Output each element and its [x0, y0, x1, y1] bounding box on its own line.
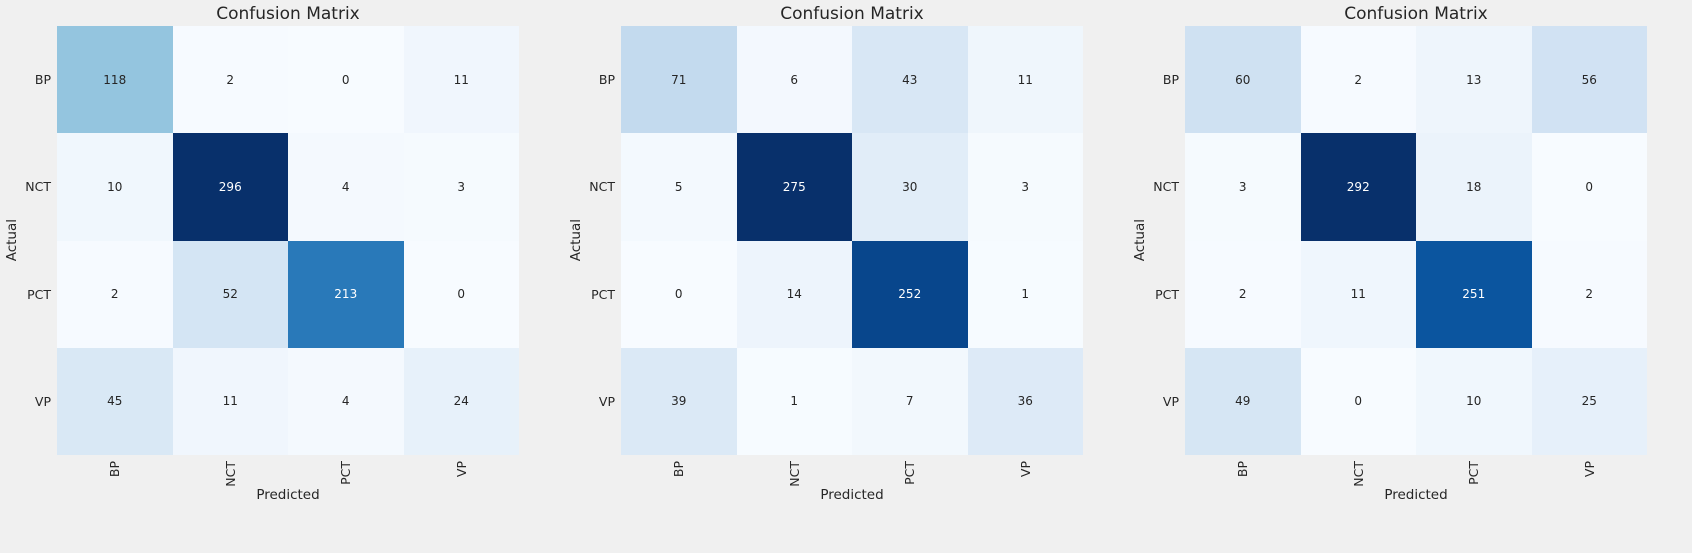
heatmap-cell: 0	[403, 240, 519, 348]
x-tick-label: PCT	[338, 461, 354, 485]
chart-title: Confusion Matrix	[216, 4, 360, 24]
x-tick-label: BP	[107, 461, 123, 478]
x-tick-label: PCT	[902, 461, 918, 485]
heatmap-cell: 25	[1531, 347, 1647, 455]
heatmap-cell: 3	[1185, 133, 1301, 241]
confusion-matrix-panel-2: Confusion Matrix Actual BP NCT PCT VP 71 6 43…	[564, 0, 1128, 553]
x-tick-label: NCT	[1350, 461, 1366, 487]
y-tick-label: NCT	[1153, 179, 1179, 195]
heatmap-cell: 10	[1416, 347, 1532, 455]
heatmap-cell: 11	[403, 26, 519, 134]
heatmap-cell: 2	[1300, 26, 1416, 134]
chart-title: Confusion Matrix	[1344, 4, 1488, 24]
heatmap-cell: 60	[1185, 26, 1301, 134]
heatmap-cell: 2	[172, 26, 288, 134]
heatmap-cell: 1	[736, 347, 852, 455]
heatmap-cell: 7	[852, 347, 968, 455]
y-tick-labels: BP NCT PCT VP	[0, 26, 51, 455]
heatmap-cell: 2	[1185, 240, 1301, 348]
heatmap-cell: 2	[57, 240, 173, 348]
y-tick-label: BP	[1162, 72, 1179, 88]
heatmap-cell: 36	[967, 347, 1083, 455]
y-tick-label: PCT	[591, 286, 615, 302]
x-tick-label: PCT	[1466, 461, 1482, 485]
heatmap-cell: 275	[736, 133, 852, 241]
x-tick-label: NCT	[786, 461, 802, 487]
x-tick-label: VP	[453, 461, 469, 478]
heatmap-cell: 296	[172, 133, 288, 241]
heatmap-cell: 6	[736, 26, 852, 134]
heatmap-cell: 292	[1300, 133, 1416, 241]
heatmap-cell: 11	[172, 347, 288, 455]
y-tick-label: PCT	[27, 286, 51, 302]
heatmap-cell: 56	[1531, 26, 1647, 134]
heatmap-cell: 4	[288, 347, 404, 455]
heatmap-grid: 60 2 13 56 3 292 18 0 2 11 251 2 49 0 10 25	[1185, 26, 1647, 455]
heatmap-cell: 5	[621, 133, 737, 241]
y-tick-labels: BP NCT PCT VP	[1128, 26, 1179, 455]
heatmap-cell: 18	[1416, 133, 1532, 241]
y-tick-label: BP	[34, 72, 51, 88]
x-tick-label: VP	[1581, 461, 1597, 478]
heatmap-cell: 45	[57, 347, 173, 455]
x-tick-label: BP	[671, 461, 687, 478]
heatmap-cell: 3	[967, 133, 1083, 241]
chart-title: Confusion Matrix	[780, 4, 924, 24]
heatmap-cell: 252	[852, 240, 968, 348]
heatmap-cell: 24	[403, 347, 519, 455]
x-axis-label: Predicted	[1384, 487, 1448, 503]
y-tick-label: BP	[598, 72, 615, 88]
heatmap-cell: 30	[852, 133, 968, 241]
x-tick-label: NCT	[222, 461, 238, 487]
heatmap-cell: 11	[967, 26, 1083, 134]
x-tick-label: BP	[1235, 461, 1251, 478]
y-tick-label: VP	[34, 393, 51, 409]
x-tick-label: VP	[1017, 461, 1033, 478]
x-axis-label: Predicted	[256, 487, 320, 503]
x-axis-label: Predicted	[820, 487, 884, 503]
heatmap-cell: 1	[967, 240, 1083, 348]
y-tick-labels: BP NCT PCT VP	[564, 26, 615, 455]
heatmap-cell: 2	[1531, 240, 1647, 348]
heatmap-cell: 14	[736, 240, 852, 348]
heatmap-cell: 43	[852, 26, 968, 134]
heatmap-cell: 118	[57, 26, 173, 134]
y-tick-label: NCT	[589, 179, 615, 195]
heatmap-cell: 4	[288, 133, 404, 241]
heatmap-cell: 0	[1531, 133, 1647, 241]
heatmap-grid: 118 2 0 11 10 296 4 3 2 52 213 0 45 11 4 24	[57, 26, 519, 455]
heatmap-cell: 49	[1185, 347, 1301, 455]
heatmap-grid: 71 6 43 11 5 275 30 3 0 14 252 1 39 1 7 36	[621, 26, 1083, 455]
heatmap-cell: 3	[403, 133, 519, 241]
heatmap-cell: 213	[288, 240, 404, 348]
y-tick-label: VP	[1162, 393, 1179, 409]
confusion-matrix-panel-3: Confusion Matrix Actual BP NCT PCT VP 60 2 13…	[1128, 0, 1692, 553]
heatmap-cell: 39	[621, 347, 737, 455]
heatmap-cell: 0	[288, 26, 404, 134]
y-tick-label: PCT	[1155, 286, 1179, 302]
y-tick-label: NCT	[25, 179, 51, 195]
heatmap-cell: 251	[1416, 240, 1532, 348]
heatmap-cell: 11	[1300, 240, 1416, 348]
heatmap-cell: 71	[621, 26, 737, 134]
confusion-matrix-panel-1: Confusion Matrix Actual BP NCT PCT VP 118 2 0…	[0, 0, 564, 553]
heatmap-cell: 10	[57, 133, 173, 241]
heatmap-cell: 0	[1300, 347, 1416, 455]
heatmap-cell: 52	[172, 240, 288, 348]
heatmap-cell: 13	[1416, 26, 1532, 134]
y-tick-label: VP	[598, 393, 615, 409]
heatmap-cell: 0	[621, 240, 737, 348]
